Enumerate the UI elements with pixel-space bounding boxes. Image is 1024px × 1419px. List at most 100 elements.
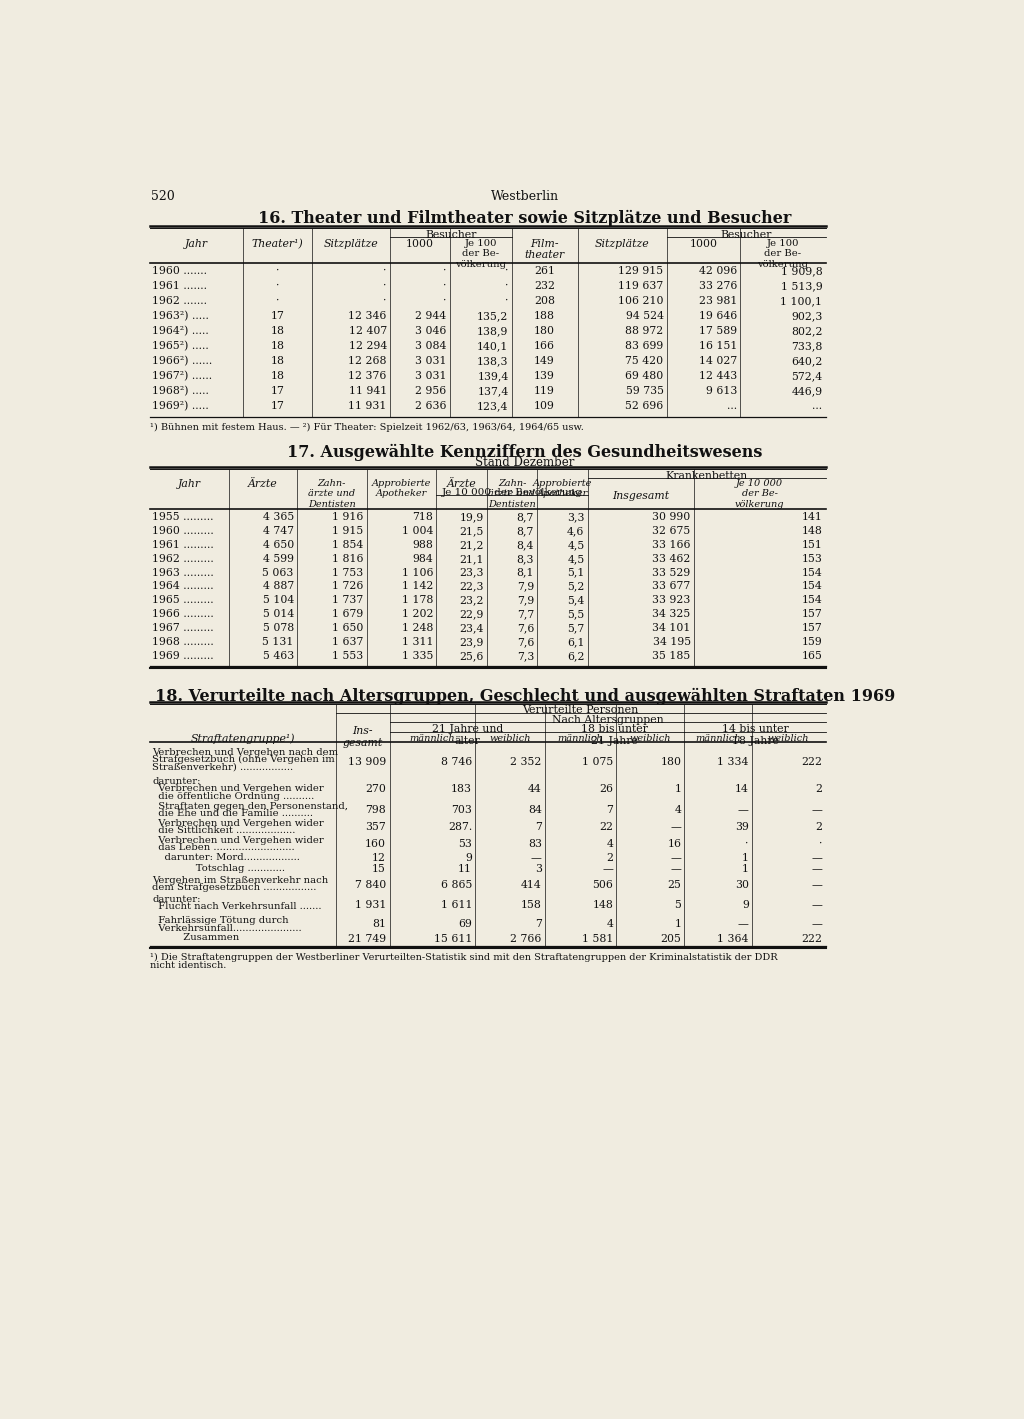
Text: 19 646: 19 646 bbox=[699, 311, 737, 321]
Text: 1 248: 1 248 bbox=[402, 623, 433, 633]
Text: 3,3: 3,3 bbox=[567, 512, 585, 522]
Text: 1 816: 1 816 bbox=[332, 553, 364, 563]
Text: 222: 222 bbox=[802, 756, 822, 768]
Text: 5,2: 5,2 bbox=[567, 582, 585, 592]
Text: 5,7: 5,7 bbox=[567, 623, 585, 633]
Text: 59 735: 59 735 bbox=[626, 386, 664, 396]
Text: 208: 208 bbox=[535, 295, 555, 305]
Text: 1 854: 1 854 bbox=[333, 539, 364, 551]
Text: 902,3: 902,3 bbox=[791, 311, 822, 321]
Text: 2: 2 bbox=[815, 822, 822, 832]
Text: 1963²) .....: 1963²) ..... bbox=[152, 311, 209, 321]
Text: 19,9: 19,9 bbox=[460, 512, 483, 522]
Text: 1 364: 1 364 bbox=[718, 934, 749, 944]
Text: Film-
theater: Film- theater bbox=[524, 238, 564, 261]
Text: Stand Dezember: Stand Dezember bbox=[475, 455, 574, 468]
Text: 1 100,1: 1 100,1 bbox=[780, 295, 822, 305]
Text: 1 075: 1 075 bbox=[582, 756, 613, 768]
Text: 159: 159 bbox=[802, 637, 822, 647]
Text: Vergehen im Straßenverkehr nach: Vergehen im Straßenverkehr nach bbox=[152, 876, 329, 884]
Text: 129 915: 129 915 bbox=[618, 265, 664, 275]
Text: 6,1: 6,1 bbox=[567, 637, 585, 647]
Text: 9: 9 bbox=[465, 853, 472, 863]
Text: 8 746: 8 746 bbox=[441, 756, 472, 768]
Text: 18: 18 bbox=[270, 370, 285, 380]
Text: 1 334: 1 334 bbox=[718, 756, 749, 768]
Text: männlich: männlich bbox=[558, 734, 603, 744]
Text: 166: 166 bbox=[535, 341, 555, 350]
Text: 6,2: 6,2 bbox=[567, 651, 585, 661]
Text: 11: 11 bbox=[458, 864, 472, 874]
Text: 69: 69 bbox=[458, 920, 472, 929]
Text: —: — bbox=[812, 853, 822, 863]
Text: 1969 .........: 1969 ......... bbox=[152, 651, 214, 661]
Text: 139,4: 139,4 bbox=[477, 370, 509, 380]
Text: 12 268: 12 268 bbox=[348, 356, 387, 366]
Text: 270: 270 bbox=[366, 783, 386, 795]
Text: 1: 1 bbox=[741, 864, 749, 874]
Text: 12 443: 12 443 bbox=[699, 370, 737, 380]
Text: 5,1: 5,1 bbox=[567, 568, 585, 578]
Text: 12: 12 bbox=[372, 853, 386, 863]
Text: 1968 .........: 1968 ......... bbox=[152, 637, 214, 647]
Text: 165: 165 bbox=[802, 651, 822, 661]
Text: 22: 22 bbox=[599, 822, 613, 832]
Text: 17 589: 17 589 bbox=[699, 326, 737, 336]
Text: 17: 17 bbox=[270, 311, 285, 321]
Text: 17: 17 bbox=[270, 402, 285, 412]
Text: 12 294: 12 294 bbox=[348, 341, 387, 350]
Text: Approbierte
Apotheker: Approbierte Apotheker bbox=[532, 480, 592, 498]
Text: 180: 180 bbox=[535, 326, 555, 336]
Text: Ärzte: Ärzte bbox=[248, 480, 278, 490]
Text: 1 909,8: 1 909,8 bbox=[780, 265, 822, 275]
Text: Verurteilte Personen: Verurteilte Personen bbox=[522, 705, 639, 715]
Text: 149: 149 bbox=[535, 356, 555, 366]
Text: 11 941: 11 941 bbox=[348, 386, 387, 396]
Text: 1: 1 bbox=[675, 783, 681, 795]
Text: 123,4: 123,4 bbox=[477, 402, 509, 412]
Text: 3 046: 3 046 bbox=[415, 326, 446, 336]
Text: 1 004: 1 004 bbox=[402, 526, 433, 536]
Text: 18 bis unter
21 Jahre: 18 bis unter 21 Jahre bbox=[582, 724, 648, 745]
Text: 1967 .........: 1967 ......... bbox=[152, 623, 214, 633]
Text: 1 679: 1 679 bbox=[333, 609, 364, 619]
Text: 802,2: 802,2 bbox=[791, 326, 822, 336]
Text: —: — bbox=[531, 853, 542, 863]
Text: 75 420: 75 420 bbox=[626, 356, 664, 366]
Text: 33 529: 33 529 bbox=[652, 568, 690, 578]
Text: 7,6: 7,6 bbox=[517, 623, 535, 633]
Text: 148: 148 bbox=[802, 526, 822, 536]
Text: 83: 83 bbox=[527, 839, 542, 849]
Text: 1960 .......: 1960 ....... bbox=[152, 265, 207, 275]
Text: 34 101: 34 101 bbox=[652, 623, 690, 633]
Text: 4: 4 bbox=[606, 839, 613, 849]
Text: 232: 232 bbox=[535, 281, 555, 291]
Text: 2 636: 2 636 bbox=[415, 402, 446, 412]
Text: 506: 506 bbox=[592, 880, 613, 890]
Text: 414: 414 bbox=[521, 880, 542, 890]
Text: 30: 30 bbox=[735, 880, 749, 890]
Text: 261: 261 bbox=[535, 265, 555, 275]
Text: 21,5: 21,5 bbox=[460, 526, 483, 536]
Text: 520: 520 bbox=[152, 190, 175, 203]
Text: Jahr: Jahr bbox=[177, 480, 201, 490]
Text: 119 637: 119 637 bbox=[618, 281, 664, 291]
Text: 4: 4 bbox=[606, 920, 613, 929]
Text: 1962 .......: 1962 ....... bbox=[152, 295, 207, 305]
Text: Zahn-
ärzte und
Dentisten: Zahn- ärzte und Dentisten bbox=[308, 480, 355, 509]
Text: ¹) Die Straftatengruppen der Westberliner Verurteilten-Statistik sind mit den St: ¹) Die Straftatengruppen der Westberline… bbox=[150, 952, 777, 962]
Text: ·: · bbox=[275, 265, 280, 275]
Text: 21 Jahre und
älter: 21 Jahre und älter bbox=[432, 724, 503, 745]
Text: weiblich: weiblich bbox=[630, 734, 671, 744]
Text: 1 915: 1 915 bbox=[333, 526, 364, 536]
Text: 1 753: 1 753 bbox=[333, 568, 364, 578]
Text: Je 10 000 der Bevölkerung: Je 10 000 der Bevölkerung bbox=[441, 488, 583, 497]
Text: ·: · bbox=[275, 295, 280, 305]
Text: 222: 222 bbox=[802, 934, 822, 944]
Text: 21 749: 21 749 bbox=[348, 934, 386, 944]
Text: Zusammen: Zusammen bbox=[152, 934, 240, 942]
Text: 3: 3 bbox=[535, 864, 542, 874]
Text: 7: 7 bbox=[535, 920, 542, 929]
Text: 25: 25 bbox=[668, 880, 681, 890]
Text: 1961 .........: 1961 ......... bbox=[152, 539, 214, 551]
